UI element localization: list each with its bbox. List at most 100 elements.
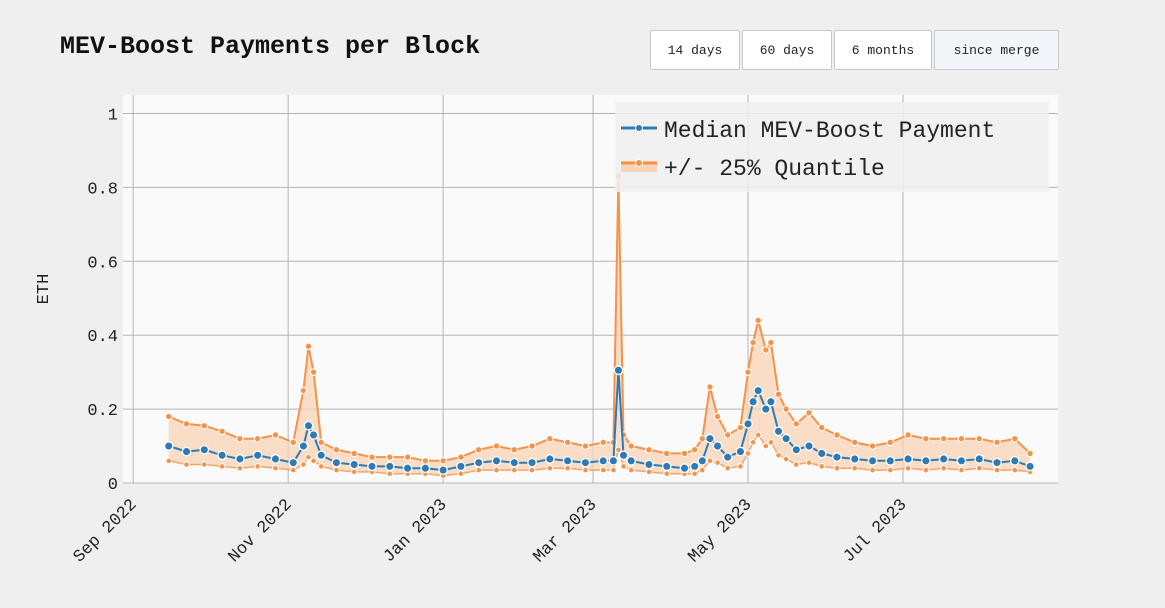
upper-quantile-point — [690, 446, 699, 454]
median-point — [527, 457, 537, 468]
chart-legend[interactable]: Median MEV-Boost Payment +/- 25% Quantil… — [615, 102, 1049, 192]
upper-quantile-point — [457, 453, 465, 461]
upper-quantile-point — [744, 368, 752, 376]
median-series — [163, 365, 1035, 475]
upper-quantile-point — [475, 446, 483, 454]
x-tick-label: Jan 2023 — [380, 496, 451, 567]
median-point — [956, 455, 967, 466]
lower-quantile-point — [782, 455, 790, 463]
lower-quantile-point — [615, 446, 622, 454]
y-tick-label: 1 — [108, 106, 118, 125]
median-point — [921, 455, 931, 466]
lower-quantile-point — [851, 464, 859, 472]
lower-quantile-point — [457, 470, 465, 478]
median-point — [163, 441, 174, 451]
upper-quantile-point — [368, 453, 376, 461]
x-tick-label: May 2023 — [685, 496, 756, 567]
legend-background — [615, 102, 1049, 192]
upper-quantile-point — [403, 453, 412, 461]
upper-quantile-point — [599, 438, 607, 447]
legend-item-quantile[interactable]: +/- 25% Quantile — [621, 156, 885, 182]
median-point — [689, 461, 700, 472]
median-point — [697, 455, 708, 466]
time-range-selector: 14 days 60 days 6 months since merge — [650, 30, 1061, 70]
median-point — [661, 461, 672, 472]
median-point — [384, 461, 395, 472]
x-axis: Sep 2022 Nov 2022 Jan 2023 Mar 2023 May 2023… — [70, 496, 911, 567]
upper-quantile-point — [762, 346, 770, 354]
upper-quantile-point — [957, 434, 966, 443]
median-point — [367, 461, 377, 472]
median-point — [618, 450, 629, 461]
median-point — [608, 455, 619, 466]
upper-quantile-point — [546, 434, 554, 443]
median-point — [402, 463, 413, 474]
median-point — [473, 457, 484, 468]
legend-median-label: Median MEV-Boost Payment — [664, 118, 995, 144]
median-point — [270, 454, 281, 464]
lower-quantile-point — [993, 466, 1001, 474]
lower-quantile-series — [165, 431, 1034, 479]
upper-quantile-point — [421, 457, 430, 465]
lower-quantile-point — [254, 463, 261, 470]
legend-item-median[interactable]: Median MEV-Boost Payment — [621, 118, 995, 144]
median-point — [626, 455, 637, 466]
median-point — [235, 454, 245, 464]
median-point — [252, 450, 263, 461]
lower-quantile-point — [922, 466, 930, 474]
range-14-days-button[interactable]: 14 days — [650, 30, 740, 70]
upper-quantile-point — [271, 431, 280, 439]
lower-quantile-point — [691, 470, 698, 478]
upper-quantile-point — [165, 412, 173, 421]
lower-quantile-point — [317, 463, 325, 470]
lower-quantile-point — [833, 464, 841, 472]
upper-quantile-point — [713, 412, 722, 421]
median-point — [288, 457, 299, 468]
lower-quantile-point — [762, 442, 770, 450]
median-point — [420, 463, 431, 474]
range-60-days-button[interactable]: 60 days — [742, 30, 832, 70]
lower-quantile-point — [493, 466, 500, 474]
lower-quantile-point — [940, 464, 947, 472]
lower-quantile-point — [183, 461, 190, 468]
upper-quantile-point — [851, 438, 859, 447]
range-since-merge-button[interactable]: since merge — [934, 30, 1059, 70]
lower-quantile-point — [706, 457, 714, 465]
median-point — [766, 396, 776, 407]
median-point — [816, 448, 827, 459]
upper-quantile-point — [386, 453, 394, 461]
median-point — [903, 454, 913, 464]
upper-quantile-point — [993, 438, 1001, 447]
lower-quantile-point — [818, 463, 826, 470]
range-6-months-button[interactable]: 6 months — [834, 30, 932, 70]
median-point — [303, 420, 314, 431]
lower-quantile-point — [754, 431, 762, 439]
lower-quantile-point — [610, 466, 617, 474]
median-point — [562, 455, 573, 466]
upper-quantile-point — [492, 442, 501, 450]
lower-quantile-point — [333, 466, 340, 474]
y-tick-label: 0.4 — [87, 328, 118, 347]
upper-quantile-point — [563, 438, 572, 447]
median-point — [644, 459, 654, 470]
lower-quantile-point — [744, 450, 752, 457]
median-point — [679, 463, 690, 474]
legend-quantile-marker — [635, 159, 643, 167]
y-tick-label: 0.2 — [87, 402, 118, 421]
median-point — [781, 433, 791, 444]
y-axis: 0 0.2 0.4 0.6 0.8 1 — [87, 106, 118, 495]
y-axis-title: ETH — [35, 274, 54, 305]
median-point — [974, 454, 985, 464]
quantile-band-area — [168, 176, 1031, 476]
legend-median-marker — [635, 124, 643, 132]
lower-quantile-point — [218, 463, 226, 470]
upper-quantile-point — [528, 442, 536, 450]
median-point — [456, 461, 466, 472]
median-point — [849, 454, 860, 464]
median-point — [298, 441, 309, 451]
upper-quantile-point — [724, 431, 732, 439]
lower-quantile-point — [236, 464, 244, 472]
median-point — [316, 450, 327, 461]
upper-quantile-point — [663, 449, 671, 458]
lower-quantile-point — [475, 466, 483, 474]
